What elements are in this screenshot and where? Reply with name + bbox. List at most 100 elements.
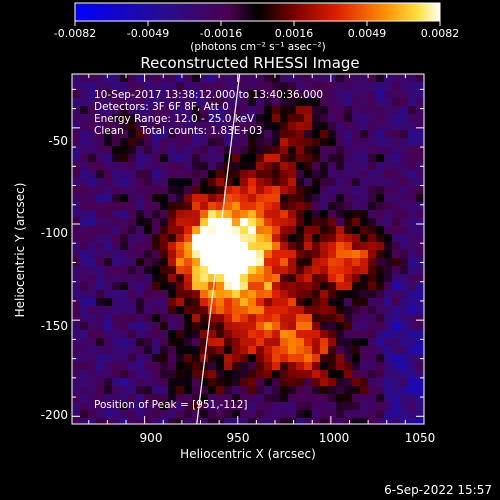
heatmap-pixel bbox=[288, 146, 297, 155]
heatmap-pixel bbox=[200, 258, 209, 267]
heatmap-pixel bbox=[176, 410, 185, 419]
heatmap-pixel bbox=[224, 202, 233, 211]
heatmap-pixel bbox=[376, 186, 385, 195]
heatmap-pixel bbox=[80, 234, 89, 243]
heatmap-pixel bbox=[272, 330, 281, 339]
heatmap-pixel bbox=[96, 194, 105, 203]
heatmap-pixel bbox=[288, 242, 297, 251]
heatmap-pixel bbox=[240, 82, 249, 91]
heatmap-pixel bbox=[192, 274, 201, 283]
heatmap-pixel bbox=[384, 266, 393, 275]
heatmap-pixel bbox=[152, 378, 161, 387]
heatmap-pixel bbox=[128, 146, 137, 155]
heatmap-pixel bbox=[80, 178, 89, 187]
heatmap-pixel bbox=[360, 362, 369, 371]
heatmap-pixel bbox=[328, 386, 337, 395]
heatmap-pixel bbox=[112, 82, 121, 91]
heatmap-pixel bbox=[360, 322, 369, 331]
heatmap-pixel bbox=[408, 290, 417, 299]
heatmap-pixel bbox=[96, 242, 105, 251]
heatmap-pixel bbox=[336, 186, 345, 195]
heatmap-pixel bbox=[232, 274, 241, 283]
heatmap-pixel bbox=[416, 82, 424, 91]
heatmap-pixel bbox=[296, 394, 305, 403]
heatmap-pixel bbox=[400, 154, 409, 163]
heatmap-pixel bbox=[280, 338, 289, 347]
heatmap-pixel bbox=[416, 330, 424, 339]
heatmap-pixel bbox=[152, 386, 161, 395]
heatmap-pixel bbox=[312, 330, 321, 339]
heatmap-pixel bbox=[416, 362, 424, 371]
heatmap-pixel bbox=[384, 194, 393, 203]
heatmap-pixel bbox=[120, 98, 129, 107]
heatmap-pixel bbox=[336, 234, 345, 243]
heatmap-pixel bbox=[208, 114, 217, 123]
heatmap-pixel bbox=[328, 130, 337, 139]
heatmap-pixel bbox=[104, 266, 113, 275]
heatmap-pixel bbox=[200, 370, 209, 379]
heatmap-pixel bbox=[96, 186, 105, 195]
heatmap-pixel bbox=[168, 298, 177, 307]
heatmap-pixel bbox=[272, 154, 281, 163]
heatmap-pixel bbox=[88, 282, 97, 291]
heatmap-pixel bbox=[168, 122, 177, 131]
heatmap-pixel bbox=[232, 114, 241, 123]
heatmap-pixel bbox=[384, 146, 393, 155]
heatmap-pixel bbox=[176, 210, 185, 219]
heatmap-pixel bbox=[328, 258, 337, 267]
heatmap-pixel bbox=[264, 282, 273, 291]
heatmap-pixel bbox=[120, 186, 129, 195]
heatmap-pixel bbox=[304, 378, 313, 387]
heatmap-pixel bbox=[200, 130, 209, 139]
heatmap-pixel bbox=[400, 314, 409, 323]
heatmap-pixel bbox=[248, 130, 257, 139]
heatmap-pixel bbox=[216, 90, 225, 99]
heatmap-pixel bbox=[144, 74, 153, 83]
heatmap-pixel bbox=[408, 386, 417, 395]
heatmap-pixel bbox=[264, 138, 273, 147]
heatmap-pixel bbox=[304, 290, 313, 299]
heatmap-pixel bbox=[112, 378, 121, 387]
heatmap-pixel bbox=[248, 290, 257, 299]
heatmap-pixel bbox=[216, 402, 225, 411]
heatmap-pixel bbox=[368, 146, 377, 155]
heatmap-pixel bbox=[192, 418, 201, 424]
heatmap-pixel bbox=[248, 186, 257, 195]
heatmap-pixel bbox=[152, 194, 161, 203]
heatmap-pixel bbox=[304, 266, 313, 275]
heatmap-pixel bbox=[128, 330, 137, 339]
heatmap-pixel bbox=[152, 226, 161, 235]
heatmap-pixel bbox=[88, 290, 97, 299]
heatmap-pixel bbox=[328, 98, 337, 107]
heatmap-pixel bbox=[328, 266, 337, 275]
heatmap-pixel bbox=[280, 322, 289, 331]
heatmap-pixel bbox=[288, 354, 297, 363]
heatmap-pixel bbox=[128, 194, 137, 203]
heatmap-pixel bbox=[344, 210, 353, 219]
heatmap-pixel bbox=[176, 258, 185, 267]
heatmap-pixel bbox=[160, 186, 169, 195]
heatmap-pixel bbox=[336, 90, 345, 99]
heatmap-pixel bbox=[176, 218, 185, 227]
heatmap-pixel bbox=[160, 378, 169, 387]
heatmap-pixel bbox=[360, 306, 369, 315]
heatmap-pixel bbox=[80, 354, 89, 363]
heatmap-pixel bbox=[112, 186, 121, 195]
heatmap-pixel bbox=[408, 154, 417, 163]
heatmap-pixel bbox=[368, 178, 377, 187]
heatmap-pixel bbox=[216, 362, 225, 371]
heatmap-pixel bbox=[80, 266, 89, 275]
colorbar-tick-label: -0.0049 bbox=[127, 27, 169, 40]
heatmap-pixel bbox=[136, 378, 145, 387]
heatmap-pixel bbox=[408, 242, 417, 251]
heatmap-pixel bbox=[384, 122, 393, 131]
heatmap-pixel bbox=[240, 394, 249, 403]
heatmap-pixel bbox=[400, 234, 409, 243]
heatmap-pixel bbox=[296, 90, 305, 99]
heatmap-pixel bbox=[256, 266, 265, 275]
heatmap-pixel bbox=[336, 242, 345, 251]
heatmap-pixel bbox=[256, 186, 265, 195]
heatmap-pixel bbox=[224, 146, 233, 155]
heatmap-pixel bbox=[88, 98, 97, 107]
heatmap-pixel bbox=[288, 74, 297, 83]
